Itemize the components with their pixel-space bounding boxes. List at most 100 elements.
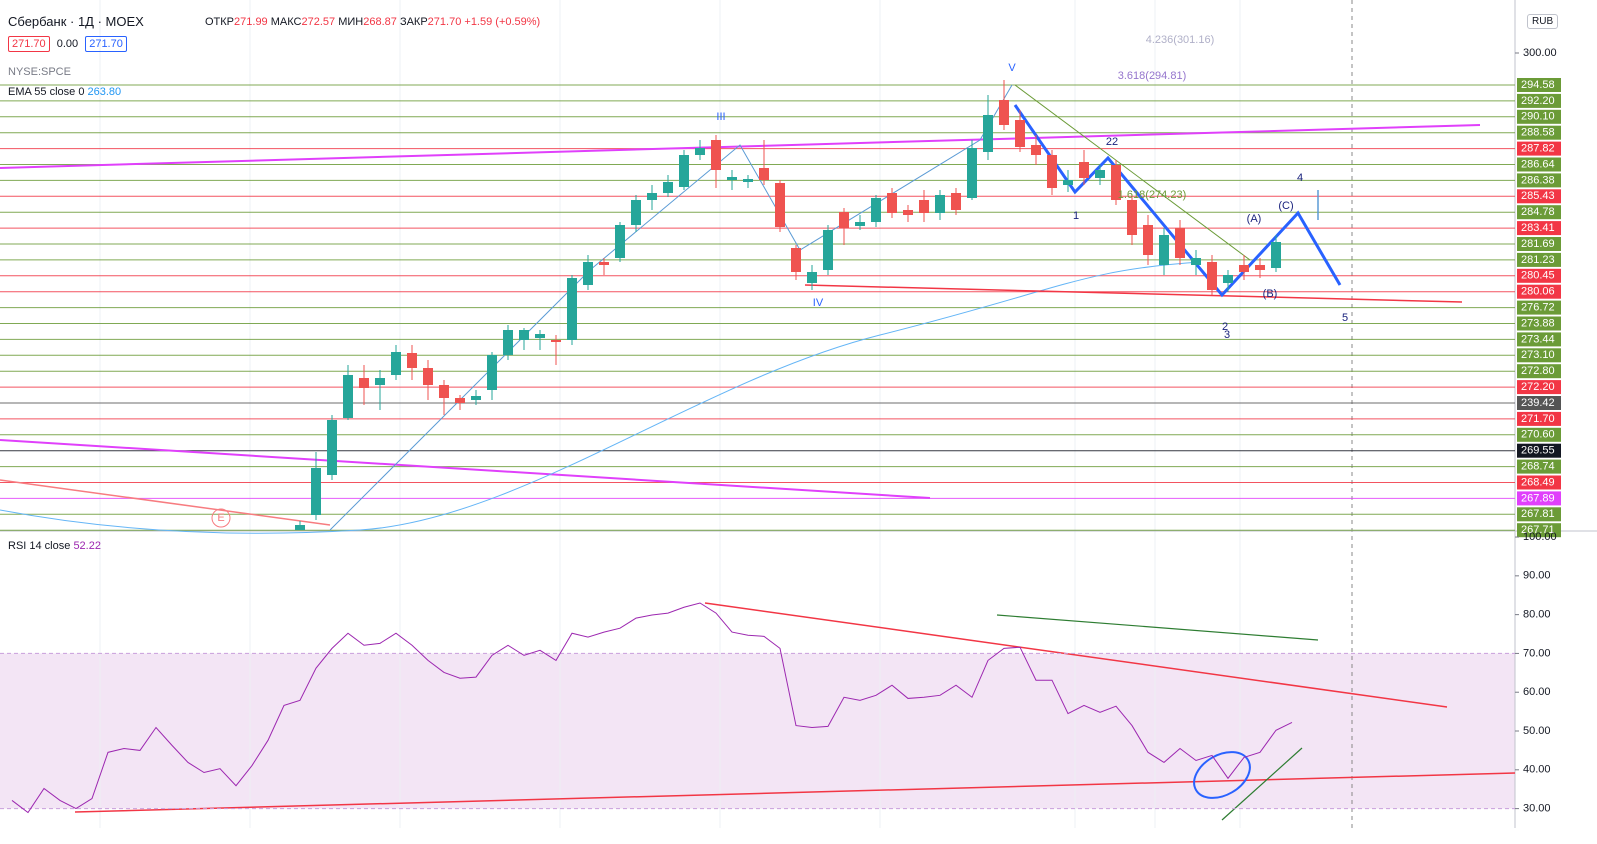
ohlc-label: МИН bbox=[338, 16, 364, 28]
price-label-box bbox=[1517, 411, 1561, 426]
candle-body bbox=[1175, 228, 1185, 258]
candle-body bbox=[1031, 145, 1041, 155]
rsi-line bbox=[11, 602, 1293, 814]
y-tick-label: 30.00 bbox=[1523, 803, 1551, 815]
price-label-box bbox=[1517, 459, 1561, 474]
candle-body bbox=[1015, 120, 1025, 147]
price-label: 272.80 bbox=[1521, 365, 1555, 377]
price-lines bbox=[0, 84, 1515, 531]
price-label-box bbox=[1517, 173, 1561, 188]
candle-body bbox=[871, 198, 881, 222]
price-label-box bbox=[1517, 221, 1561, 236]
annotation: 2 bbox=[1222, 321, 1228, 333]
candle-body bbox=[1079, 162, 1089, 178]
ohlc-label: ОТКР bbox=[205, 16, 235, 28]
price-label-box bbox=[1517, 78, 1561, 92]
candle-body bbox=[1255, 265, 1265, 270]
price-label-box bbox=[1517, 316, 1561, 331]
price-boxes: 271.70 0.00 271.70 bbox=[8, 36, 127, 52]
price-label: 280.06 bbox=[1521, 286, 1555, 298]
price-label: 276.72 bbox=[1521, 302, 1555, 314]
price-label-box bbox=[1517, 157, 1561, 172]
rsi-legend[interactable]: RSI 14 close 52.22 bbox=[8, 540, 101, 552]
ohlc-value: 268.87 bbox=[363, 16, 397, 28]
candle-body bbox=[487, 355, 497, 390]
price-label: 267.89 bbox=[1521, 492, 1555, 504]
y-tick-label: 70.00 bbox=[1523, 647, 1551, 659]
price-label: 267.81 bbox=[1521, 508, 1555, 520]
candle-body bbox=[855, 222, 865, 226]
candle-body bbox=[951, 193, 961, 210]
ohlc-label: МАКС bbox=[270, 16, 302, 28]
price-label-box bbox=[1517, 507, 1561, 522]
currency[interactable]: RUB bbox=[1527, 14, 1559, 29]
price-label-box bbox=[1517, 205, 1561, 220]
price-label: 287.82 bbox=[1521, 143, 1555, 155]
y-tick-label: 100.00 bbox=[1523, 531, 1557, 543]
price-label: 285.43 bbox=[1521, 190, 1555, 202]
candle-body bbox=[631, 200, 641, 225]
candle-body bbox=[935, 195, 945, 213]
rsi-value: 52.22 bbox=[73, 540, 101, 552]
price-label-box bbox=[1517, 300, 1561, 315]
price-label: 239.42 bbox=[1521, 397, 1555, 409]
price-label-box bbox=[1517, 348, 1561, 363]
annotation: 1 bbox=[1073, 210, 1079, 222]
candle-body bbox=[647, 193, 657, 200]
candle-body bbox=[1239, 265, 1249, 272]
price-label-box bbox=[1517, 268, 1561, 283]
ohlc-value: 271.99 bbox=[234, 16, 268, 28]
price-label: 267.71 bbox=[1521, 524, 1555, 536]
annotation: III bbox=[716, 111, 725, 123]
ohlc-value: 271.70 bbox=[427, 16, 462, 28]
annotation: IV bbox=[813, 297, 824, 309]
candle-body bbox=[663, 182, 673, 193]
price-label-box bbox=[1517, 364, 1561, 379]
candle-body bbox=[983, 115, 993, 152]
compare-symbol[interactable]: NYSE:SPCE bbox=[8, 66, 71, 78]
ohlc: ОТКР271.99 МАКС272.57 МИН268.87 ЗАКР271.… bbox=[205, 16, 540, 28]
price-label: 281.23 bbox=[1521, 254, 1555, 266]
candle-body bbox=[439, 385, 449, 398]
annotation: 3 bbox=[1224, 329, 1230, 341]
y-tick-label: 80.00 bbox=[1523, 609, 1551, 621]
candle-body bbox=[343, 375, 353, 418]
candle-body bbox=[455, 398, 465, 403]
price-label: 283.41 bbox=[1521, 222, 1555, 234]
candle-body bbox=[775, 183, 785, 227]
price-label-box bbox=[1517, 523, 1561, 538]
change: +1.59 (+0.59%) bbox=[464, 16, 541, 28]
candle-body bbox=[679, 155, 689, 187]
price-label-box bbox=[1517, 125, 1561, 140]
candle-body bbox=[1111, 165, 1121, 200]
annotation: V bbox=[1008, 62, 1016, 74]
price-label: 286.38 bbox=[1521, 174, 1555, 186]
price-label: 292.20 bbox=[1521, 95, 1555, 107]
price-label: 281.69 bbox=[1521, 238, 1555, 250]
candle-body bbox=[391, 352, 401, 375]
price-label-box bbox=[1517, 237, 1561, 251]
ema-legend[interactable]: EMA 55 close 0 263.80 bbox=[8, 86, 121, 98]
annotation: (C) bbox=[1278, 200, 1293, 212]
candle-body bbox=[1127, 200, 1137, 235]
price-label-box bbox=[1517, 93, 1561, 108]
price-label-box bbox=[1517, 284, 1561, 299]
price-label: 272.20 bbox=[1521, 381, 1555, 393]
candle-body bbox=[807, 272, 817, 283]
ohlc-value: 272.57 bbox=[301, 16, 336, 28]
candle-body bbox=[903, 210, 913, 215]
ask-box: 271.70 bbox=[85, 36, 127, 52]
price-label-box bbox=[1517, 380, 1561, 395]
y-tick-label: 90.00 bbox=[1523, 570, 1551, 582]
price-label-box bbox=[1517, 491, 1561, 506]
ema-label: EMA 55 close 0 bbox=[8, 86, 85, 98]
candle-body bbox=[791, 248, 801, 272]
price-label: 271.70 bbox=[1521, 413, 1555, 425]
price-label-box bbox=[1517, 443, 1561, 458]
spread: 0.00 bbox=[56, 38, 79, 50]
price-label: 273.88 bbox=[1521, 317, 1555, 329]
bid-box: 271.70 bbox=[8, 36, 50, 52]
candle-body bbox=[519, 330, 529, 340]
